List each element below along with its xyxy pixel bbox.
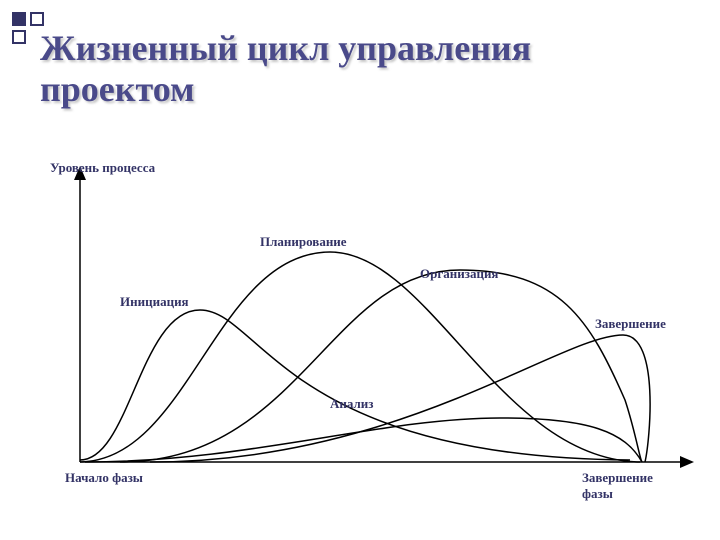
curve-initiation <box>80 310 630 460</box>
chart-svg <box>0 0 720 540</box>
slide: Жизненный цикл управления проектом Урове… <box>0 0 720 540</box>
x-axis-start-label: Начало фазы <box>65 470 143 486</box>
curve-label-2: Организация <box>420 266 498 282</box>
curve-label-4: Завершение <box>595 316 666 332</box>
y-axis-label: Уровень процесса <box>50 160 155 176</box>
x-axis-end-label: Завершение фазы <box>582 470 653 502</box>
curve-label-3: Анализ <box>330 396 374 412</box>
lifecycle-chart: Уровень процесса Начало фазы Завершение фа… <box>0 0 720 540</box>
curve-organization <box>120 270 642 462</box>
curve-label-0: Инициация <box>120 294 189 310</box>
curve-completion <box>150 335 650 462</box>
curve-analysis <box>85 418 642 462</box>
curve-planning <box>80 252 640 462</box>
curve-label-1: Планирование <box>260 234 347 250</box>
